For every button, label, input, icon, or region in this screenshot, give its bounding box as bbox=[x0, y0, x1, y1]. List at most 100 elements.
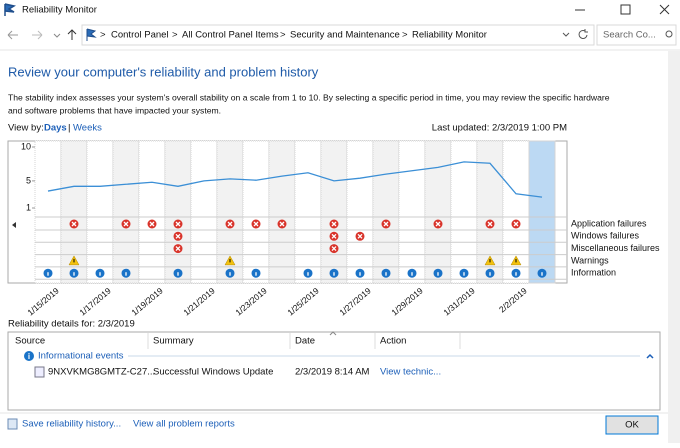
day-column bbox=[372, 140, 400, 284]
address-dropdown[interactable] bbox=[562, 32, 570, 37]
warning-icon bbox=[510, 255, 522, 266]
breadcrumb[interactable]: Reliability Monitor bbox=[412, 30, 487, 41]
ok-button[interactable] bbox=[605, 415, 659, 435]
search-icon bbox=[665, 30, 673, 38]
view-reports[interactable]: View all problem reports bbox=[133, 419, 235, 430]
search-placeholder: Search Co... bbox=[603, 30, 656, 41]
day-column bbox=[424, 140, 452, 284]
info-icon bbox=[69, 268, 79, 278]
info-glyph: i bbox=[28, 352, 30, 361]
error-icon bbox=[485, 219, 495, 229]
day-column bbox=[34, 140, 62, 284]
error-cross bbox=[175, 233, 181, 239]
info-icon bbox=[381, 268, 391, 278]
warning-icon bbox=[68, 255, 80, 266]
column-header[interactable]: Action bbox=[380, 336, 406, 347]
recent[interactable] bbox=[53, 33, 61, 38]
breadcrumb[interactable]: All Control Panel Items bbox=[182, 30, 279, 41]
error-icon bbox=[69, 219, 79, 229]
address-box[interactable] bbox=[81, 24, 595, 46]
stability-line bbox=[47, 161, 543, 198]
info-icon bbox=[485, 268, 495, 278]
sort-caret bbox=[329, 331, 337, 336]
info-icon bbox=[459, 268, 469, 278]
info-icon bbox=[329, 268, 339, 278]
day-column bbox=[346, 140, 374, 284]
scroll-left bbox=[12, 222, 16, 228]
error-icon bbox=[173, 231, 183, 241]
up[interactable] bbox=[67, 29, 77, 40]
collapse[interactable] bbox=[646, 353, 654, 359]
view-weeks[interactable]: Weeks bbox=[73, 123, 102, 134]
description: The stability index assesses your system… bbox=[8, 92, 610, 102]
warning-icon bbox=[224, 255, 236, 266]
error-cross bbox=[149, 221, 155, 227]
error-icon bbox=[355, 231, 365, 241]
selected-column bbox=[528, 140, 556, 284]
app-icon bbox=[4, 3, 16, 16]
info-icon bbox=[173, 268, 183, 278]
error-icon bbox=[511, 219, 521, 229]
error-cross bbox=[71, 221, 77, 227]
column-header[interactable]: Date bbox=[295, 336, 315, 347]
error-cross bbox=[331, 233, 337, 239]
info-icon bbox=[95, 268, 105, 278]
breadcrumb[interactable]: Security and Maintenance bbox=[290, 30, 400, 41]
scrollbar[interactable] bbox=[668, 51, 680, 443]
forward[interactable] bbox=[32, 30, 43, 40]
address-icon bbox=[86, 28, 97, 41]
error-icon bbox=[329, 244, 339, 254]
back[interactable] bbox=[7, 30, 18, 40]
day-column bbox=[320, 140, 348, 284]
error-cross bbox=[383, 221, 389, 227]
error-cross bbox=[513, 221, 519, 227]
day-column bbox=[242, 140, 270, 284]
error-icon bbox=[147, 219, 157, 229]
error-cross bbox=[175, 246, 181, 252]
day-column bbox=[112, 140, 140, 284]
row-label: Application failures bbox=[571, 218, 647, 228]
column-header[interactable]: Source bbox=[15, 336, 45, 347]
save-history[interactable]: Save reliability history... bbox=[22, 419, 121, 430]
info-icon bbox=[537, 268, 547, 278]
error-cross bbox=[331, 221, 337, 227]
error-icon bbox=[329, 231, 339, 241]
close[interactable] bbox=[659, 4, 670, 15]
description: and software problems that have impacted… bbox=[8, 105, 221, 115]
separator: > bbox=[100, 30, 106, 41]
refresh[interactable] bbox=[578, 29, 588, 39]
day-column bbox=[86, 140, 114, 284]
error-cross bbox=[123, 221, 129, 227]
maximize[interactable] bbox=[620, 4, 631, 15]
separator: > bbox=[280, 30, 286, 41]
day-column bbox=[398, 140, 426, 284]
breadcrumb[interactable]: Control Panel bbox=[111, 30, 169, 41]
source[interactable]: 9NXVKMG8GMTZ-C27... bbox=[48, 367, 155, 378]
view-days[interactable]: Days bbox=[44, 123, 67, 134]
action-link[interactable]: View technic... bbox=[380, 367, 441, 378]
error-icon bbox=[381, 219, 391, 229]
error-cross bbox=[435, 221, 441, 227]
info-icon bbox=[251, 268, 261, 278]
error-cross bbox=[227, 221, 233, 227]
details-table bbox=[7, 331, 661, 411]
details-title: Reliability details for: 2/3/2019 bbox=[8, 319, 135, 330]
separator: > bbox=[172, 30, 178, 41]
search-box[interactable] bbox=[596, 24, 677, 46]
column-header[interactable]: Summary bbox=[153, 336, 194, 347]
y-tick-label: 5 bbox=[26, 175, 31, 185]
info-icon bbox=[303, 268, 313, 278]
row-label: Miscellaneous failures bbox=[571, 243, 660, 253]
summary[interactable]: Successful Windows Update bbox=[153, 367, 273, 378]
date[interactable]: 2/3/2019 8:14 AM bbox=[295, 367, 370, 378]
view-by-label: View by: bbox=[8, 123, 44, 134]
save-icon bbox=[7, 418, 18, 430]
info-icon bbox=[225, 268, 235, 278]
info-icon bbox=[355, 268, 365, 278]
error-icon bbox=[173, 244, 183, 254]
error-icon bbox=[173, 219, 183, 229]
separator: > bbox=[402, 30, 408, 41]
group-header[interactable]: Informational events bbox=[38, 351, 124, 362]
error-cross bbox=[331, 246, 337, 252]
error-cross bbox=[279, 221, 285, 227]
